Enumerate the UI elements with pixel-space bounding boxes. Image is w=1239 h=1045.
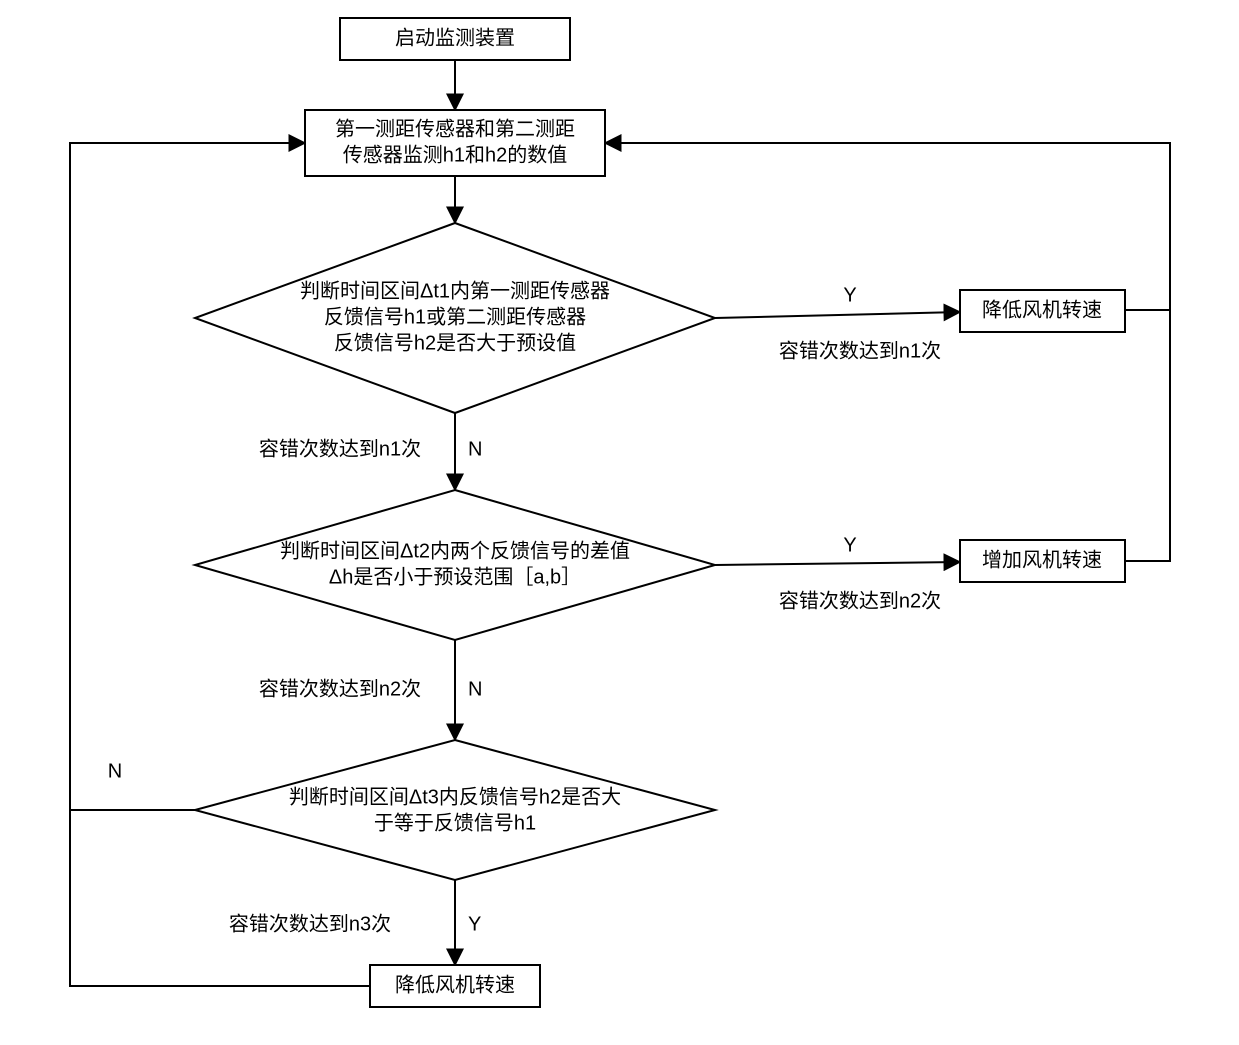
label-d2-n: N: [468, 678, 482, 700]
node-d1-l3: 反馈信号h2是否大于预设值: [334, 331, 576, 354]
label-d3-n: N: [108, 760, 122, 782]
node-d2-l2: Δh是否小于预设范围［a,b］: [329, 565, 581, 588]
label-d3-y: Y: [468, 913, 481, 935]
label-d1-n: N: [468, 438, 482, 460]
node-d2-l1: 判断时间区间Δt2内两个反馈信号的差值: [280, 539, 630, 562]
label-d1-y-sub: 容错次数达到n1次: [779, 339, 941, 362]
node-d1-l1: 判断时间区间Δt1内第一测距传感器: [300, 279, 610, 302]
node-a2-text: 增加风机转速: [982, 548, 1102, 571]
node-decision-2: [195, 490, 715, 640]
label-d3-y-sub: 容错次数达到n3次: [229, 912, 391, 935]
node-a3-text: 降低风机转速: [395, 973, 515, 996]
node-decision-3: [195, 740, 715, 880]
edge-d2-a2: [715, 562, 960, 565]
node-d3-l1: 判断时间区间Δt3内反馈信号h2是否大: [289, 785, 621, 808]
edge-a2-merge: [1125, 310, 1170, 561]
node-d3-l2: 于等于反馈信号h1: [374, 811, 536, 834]
node-sense-l1: 第一测距传感器和第二测距: [335, 117, 575, 140]
node-start-text: 启动监测装置: [395, 26, 515, 49]
label-d1-y: Y: [843, 284, 856, 306]
label-d2-y: Y: [843, 534, 856, 556]
flowchart-canvas: Y 容错次数达到n1次 N 容错次数达到n1次 Y 容错次数达到n2次 N 容错…: [0, 0, 1239, 1045]
node-a1-text: 降低风机转速: [982, 298, 1102, 321]
label-d1-n-sub: 容错次数达到n1次: [259, 437, 421, 460]
edge-d1-a1: [715, 312, 960, 318]
label-d2-n-sub: 容错次数达到n2次: [259, 677, 421, 700]
label-d2-y-sub: 容错次数达到n2次: [779, 589, 941, 612]
edge-d3-sense: [70, 143, 305, 810]
node-d1-l2: 反馈信号h1或第二测距传感器: [324, 305, 586, 328]
node-sense-l2: 传感器监测h1和h2的数值: [343, 143, 568, 166]
edge-a1-sense: [605, 143, 1170, 310]
